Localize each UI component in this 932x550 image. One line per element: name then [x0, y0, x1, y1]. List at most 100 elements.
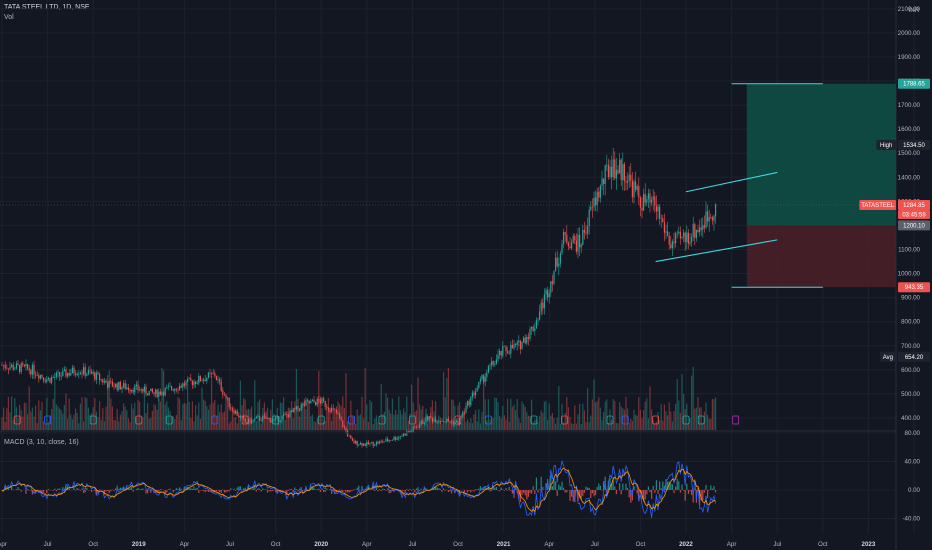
candle-body [508, 352, 510, 354]
candle-body [257, 416, 259, 417]
macd-histogram-bar [271, 490, 273, 491]
volume-bar [73, 414, 75, 430]
candle-body [198, 375, 200, 383]
price-tick-label: 500.00 [901, 391, 920, 398]
volume-bar [403, 408, 405, 430]
price-tag-label: Avg [883, 355, 893, 361]
macd-histogram-bar [630, 490, 632, 503]
price-tick-label: 1900.00 [898, 54, 921, 61]
macd-histogram-bar [491, 490, 493, 491]
volume-bar [548, 403, 550, 430]
volume-bar [212, 402, 214, 430]
candle-body [292, 408, 294, 412]
candle-body [1, 365, 3, 366]
candle-body [708, 217, 710, 222]
macd-histogram-bar [137, 487, 139, 490]
volume-bar [590, 415, 592, 430]
candle-body [115, 383, 117, 387]
macd-histogram-bar [220, 490, 222, 493]
macd-histogram-bar [596, 486, 598, 490]
price-tick-label: 1100.00 [898, 246, 920, 253]
volume-bar [63, 405, 65, 430]
volume-bar [603, 411, 605, 430]
candle-body [459, 417, 461, 425]
macd-histogram-bar [679, 490, 681, 493]
macd-histogram-bar [547, 479, 549, 490]
price-tick-label: 900.00 [901, 295, 920, 302]
volume-bar [129, 422, 131, 430]
candle-body [444, 421, 446, 423]
volume-bar [686, 403, 688, 430]
macd-histogram-bar [542, 486, 544, 490]
volume-bar [529, 416, 531, 430]
volume-bar [707, 414, 709, 430]
volume-bar [670, 411, 672, 430]
time-axis[interactable]: Apr Jul Oct 2019 Apr Jul Oct 2020 Apr Jul Oct 2021 A… [0, 541, 876, 548]
volume-bar [295, 368, 297, 430]
volume-bar [156, 409, 158, 430]
macd-histogram-bar [57, 488, 59, 490]
macd-histogram-bar [123, 486, 125, 490]
volume-bar [311, 414, 313, 430]
candle-body [513, 344, 515, 349]
candle-body [87, 370, 89, 375]
macd-histogram-bar [590, 490, 592, 499]
candle-body [241, 415, 243, 417]
volume-bar [422, 405, 424, 430]
volume-bar [435, 401, 437, 430]
volume-bar [409, 413, 411, 430]
volume-bar [313, 420, 315, 430]
candle-body [516, 342, 518, 345]
macd-histogram-bar [55, 490, 57, 492]
volume-bar [374, 418, 376, 430]
candle-body [99, 373, 101, 381]
candle-body [369, 443, 371, 445]
macd-histogram-bar [579, 490, 581, 498]
candle-body [627, 180, 629, 183]
volume-bar [564, 412, 566, 430]
candle-body [244, 418, 246, 423]
candle-body [563, 232, 565, 245]
macd-histogram-bar [195, 488, 197, 490]
trendlines[interactable] [655, 171, 778, 263]
macd-histogram-bar [571, 490, 573, 497]
volume-bar [369, 400, 371, 430]
macd-histogram-bar [481, 487, 483, 490]
candle-body [97, 372, 99, 374]
macd-histogram-bar [103, 490, 105, 495]
candle-body [273, 419, 275, 421]
macd-histogram-bar [443, 488, 445, 490]
candle-body [668, 235, 670, 245]
macd-histogram-bar [441, 490, 443, 493]
volume-bar [612, 399, 614, 430]
candle-body [236, 410, 238, 416]
volume-bar [585, 422, 587, 430]
volume-bar [607, 422, 609, 430]
candle-body [515, 344, 517, 345]
macd-histogram-bar [94, 490, 96, 491]
macd-histogram-bar [129, 487, 131, 490]
candle-body [587, 226, 589, 234]
volume-bar [351, 416, 353, 430]
macd-histogram-bar [267, 490, 269, 493]
macd-histogram-bar [358, 485, 360, 490]
volume-bar [551, 412, 553, 430]
candle-body [603, 178, 605, 184]
candle-body [524, 337, 526, 344]
candle-body [179, 385, 181, 391]
volume-bar [516, 398, 518, 430]
candle-body [452, 421, 454, 425]
macd-histogram-bar [707, 490, 709, 499]
volume-bar [132, 408, 134, 430]
macd-histogram-bar [611, 483, 613, 490]
volume-bar [563, 422, 565, 430]
macd-histogram-bar [412, 488, 414, 490]
volume-bar [361, 396, 363, 430]
candle-body [711, 217, 713, 221]
macd-histogram-bar [406, 489, 408, 490]
macd-histogram-bar [489, 490, 491, 492]
macd-histogram-bar [678, 481, 680, 490]
volume-bar [497, 402, 499, 430]
macd-histogram-bar [177, 488, 179, 490]
